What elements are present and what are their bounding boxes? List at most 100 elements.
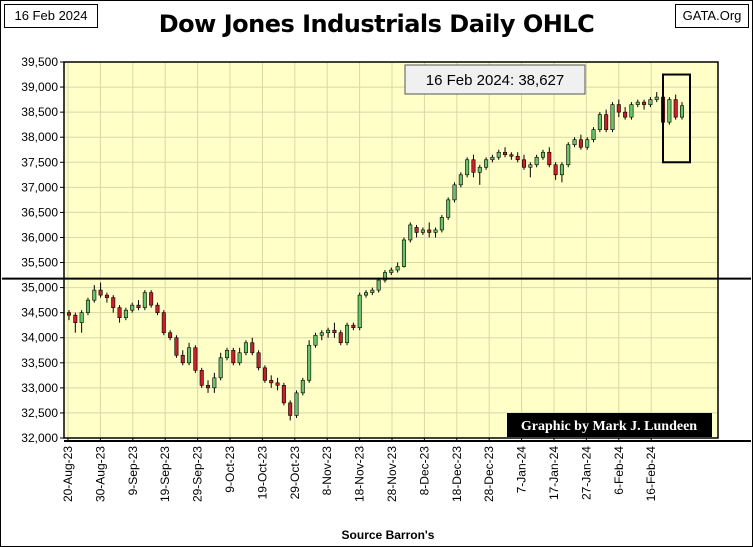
candle: [654, 92, 659, 103]
y-tick-label: 32,000: [21, 431, 58, 445]
candle: [313, 332, 318, 348]
candle: [477, 164, 482, 185]
candle-body-down: [199, 370, 204, 386]
candle: [168, 330, 173, 341]
candle: [281, 382, 286, 406]
candle-body-up: [243, 342, 248, 354]
candle: [288, 400, 293, 421]
candle-body-up: [635, 101, 640, 105]
x-tick-label: 18-Nov-23: [353, 446, 367, 502]
candle: [212, 372, 217, 393]
x-tick-label: 16-Feb-24: [644, 446, 658, 502]
candle-body-up: [597, 114, 602, 130]
candle: [224, 347, 229, 361]
candle-body-up: [307, 344, 312, 381]
candle-body-down: [256, 352, 261, 369]
candle-body-up: [237, 352, 242, 364]
candle-body-up: [389, 269, 394, 273]
candle-body-up: [85, 299, 90, 313]
plot-area: [64, 62, 718, 438]
candle: [673, 94, 678, 120]
candle-body-down: [578, 139, 583, 148]
y-tick-label: 36,000: [21, 230, 58, 244]
candle: [218, 352, 223, 381]
plot-border: [63, 61, 719, 439]
candle-body-up: [92, 289, 97, 301]
candle: [67, 310, 72, 321]
candle-body-up: [218, 357, 223, 379]
candle-body-up: [490, 156, 495, 161]
candle: [161, 310, 166, 336]
x-tick-label: 28-Dec-23: [482, 446, 496, 502]
candle-body-down: [262, 367, 267, 381]
candle: [522, 154, 527, 170]
candle-body-down: [149, 292, 154, 306]
candle-body-down: [547, 151, 552, 166]
candle: [401, 237, 406, 268]
candle-body-up: [528, 164, 533, 168]
candle: [338, 330, 343, 346]
candle-body-up: [648, 99, 653, 105]
date-label: 16 Feb 2024: [4, 4, 98, 28]
candle-body-down: [168, 332, 173, 339]
candle-body-down: [161, 312, 166, 334]
candle: [452, 182, 457, 203]
website-label: GATA.Org: [675, 4, 749, 28]
candle: [604, 109, 609, 133]
candle: [275, 377, 280, 391]
candle-body-up: [667, 99, 672, 123]
candle: [427, 222, 432, 238]
candle-body-up: [629, 104, 634, 118]
candle: [509, 152, 514, 160]
candle: [142, 290, 147, 311]
candle: [155, 302, 160, 316]
candle: [572, 137, 577, 148]
candle-body-up: [300, 380, 305, 394]
candle: [484, 157, 489, 170]
x-tick-label: 28-Nov-23: [385, 446, 399, 502]
x-tick-label: 19-Sep-23: [158, 446, 172, 502]
y-axis: 32,000 32,500 33,000 33,500 34,000 34,500 35,0…: [21, 55, 64, 445]
candle: [262, 365, 267, 383]
x-tick-label: 29-Sep-23: [191, 446, 205, 502]
candle: [187, 342, 192, 366]
candle: [642, 99, 647, 110]
candle: [534, 154, 539, 168]
candle: [414, 224, 419, 238]
candle-body-down: [174, 337, 179, 356]
y-tick-label: 33,000: [21, 381, 58, 395]
candle-body-up: [591, 129, 596, 141]
y-tick-label: 37,500: [21, 155, 58, 169]
candle-body-down: [604, 114, 609, 130]
candle-body-up: [452, 184, 457, 201]
candle: [635, 99, 640, 108]
candle: [496, 149, 501, 160]
candle: [370, 287, 375, 296]
candle: [420, 227, 425, 235]
x-tick-label: 7-Jan-24: [515, 446, 529, 494]
candle-body-down: [275, 382, 280, 386]
candle: [243, 340, 248, 356]
candle: [540, 149, 545, 160]
candle-body-down: [471, 159, 476, 173]
candle: [667, 97, 672, 125]
candle: [629, 102, 634, 120]
candle-body-up: [357, 294, 362, 329]
candle-body-up: [313, 334, 318, 346]
candle-body-down: [281, 385, 286, 404]
x-tick-label: 9-Sep-23: [126, 446, 140, 496]
candle: [553, 162, 558, 180]
candle-body-up: [79, 312, 84, 323]
candle-body-down: [180, 354, 185, 364]
candle-body-down: [155, 304, 160, 313]
candle: [446, 197, 451, 220]
candle: [180, 350, 185, 366]
candle: [174, 335, 179, 358]
last-close-label: 16 Feb 2024: 38,627: [426, 72, 564, 89]
candle-body-down: [522, 159, 527, 168]
candle: [382, 270, 387, 283]
candle: [395, 262, 400, 273]
candle-body-down: [351, 324, 356, 329]
candle-body-down: [269, 380, 274, 384]
